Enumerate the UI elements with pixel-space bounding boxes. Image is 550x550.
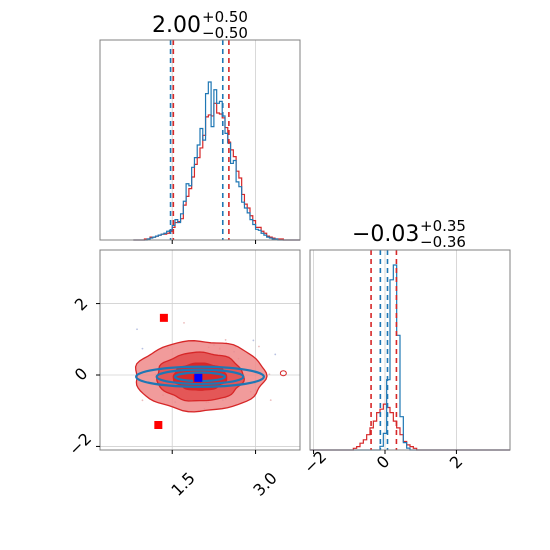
tick-label-yx-0: 0 [373, 452, 394, 473]
contour-blue-2 [135, 365, 265, 388]
tick-label-x-1.5: 1.5 [167, 468, 198, 499]
marker-red-0 [159, 313, 168, 322]
tick-label-yx-minus2: −2 [300, 447, 330, 477]
scatter-point [141, 399, 144, 402]
panel-2d-frame [99, 249, 301, 451]
panel-hist-y-frame [309, 249, 511, 451]
contour-red-island [279, 370, 287, 377]
title-x-minus: −0.50 [202, 24, 248, 42]
marker-blue-0 [194, 373, 203, 382]
title-y-value: −0.03 [352, 222, 419, 247]
title-y-plus: +0.35 [420, 217, 466, 235]
title-y: −0.03 +0.35 −0.36 [352, 217, 466, 251]
scatter-point [141, 347, 144, 350]
scatter-point [183, 322, 185, 324]
hist-x-blue-series [133, 81, 300, 241]
title-x-value: 2.00 [152, 13, 201, 38]
scatter-point [269, 399, 272, 402]
tick-label-yx-2: 2 [446, 452, 467, 473]
scatter-point [258, 345, 260, 348]
contour-blue-1 [155, 368, 245, 386]
title-y-minus: −0.36 [420, 233, 466, 251]
tick-label-y-minus2: −2 [65, 429, 95, 459]
scatter-point [268, 373, 271, 376]
scatter-point [136, 328, 138, 331]
tick-label-y-0: 0 [71, 364, 92, 385]
panel-hist-y-bg [310, 250, 510, 450]
title-x-plus: +0.50 [202, 8, 248, 26]
marker-red-1 [154, 421, 163, 429]
tick-label-y-2: 2 [71, 294, 92, 315]
scatter-point [224, 339, 227, 341]
scatter-point [252, 339, 255, 342]
scatter-point [274, 353, 277, 356]
tick-label-x-3.0: 3.0 [249, 468, 280, 499]
title-x: 2.00 +0.50 −0.50 [152, 8, 248, 42]
panel-hist-x-frame [99, 39, 301, 241]
